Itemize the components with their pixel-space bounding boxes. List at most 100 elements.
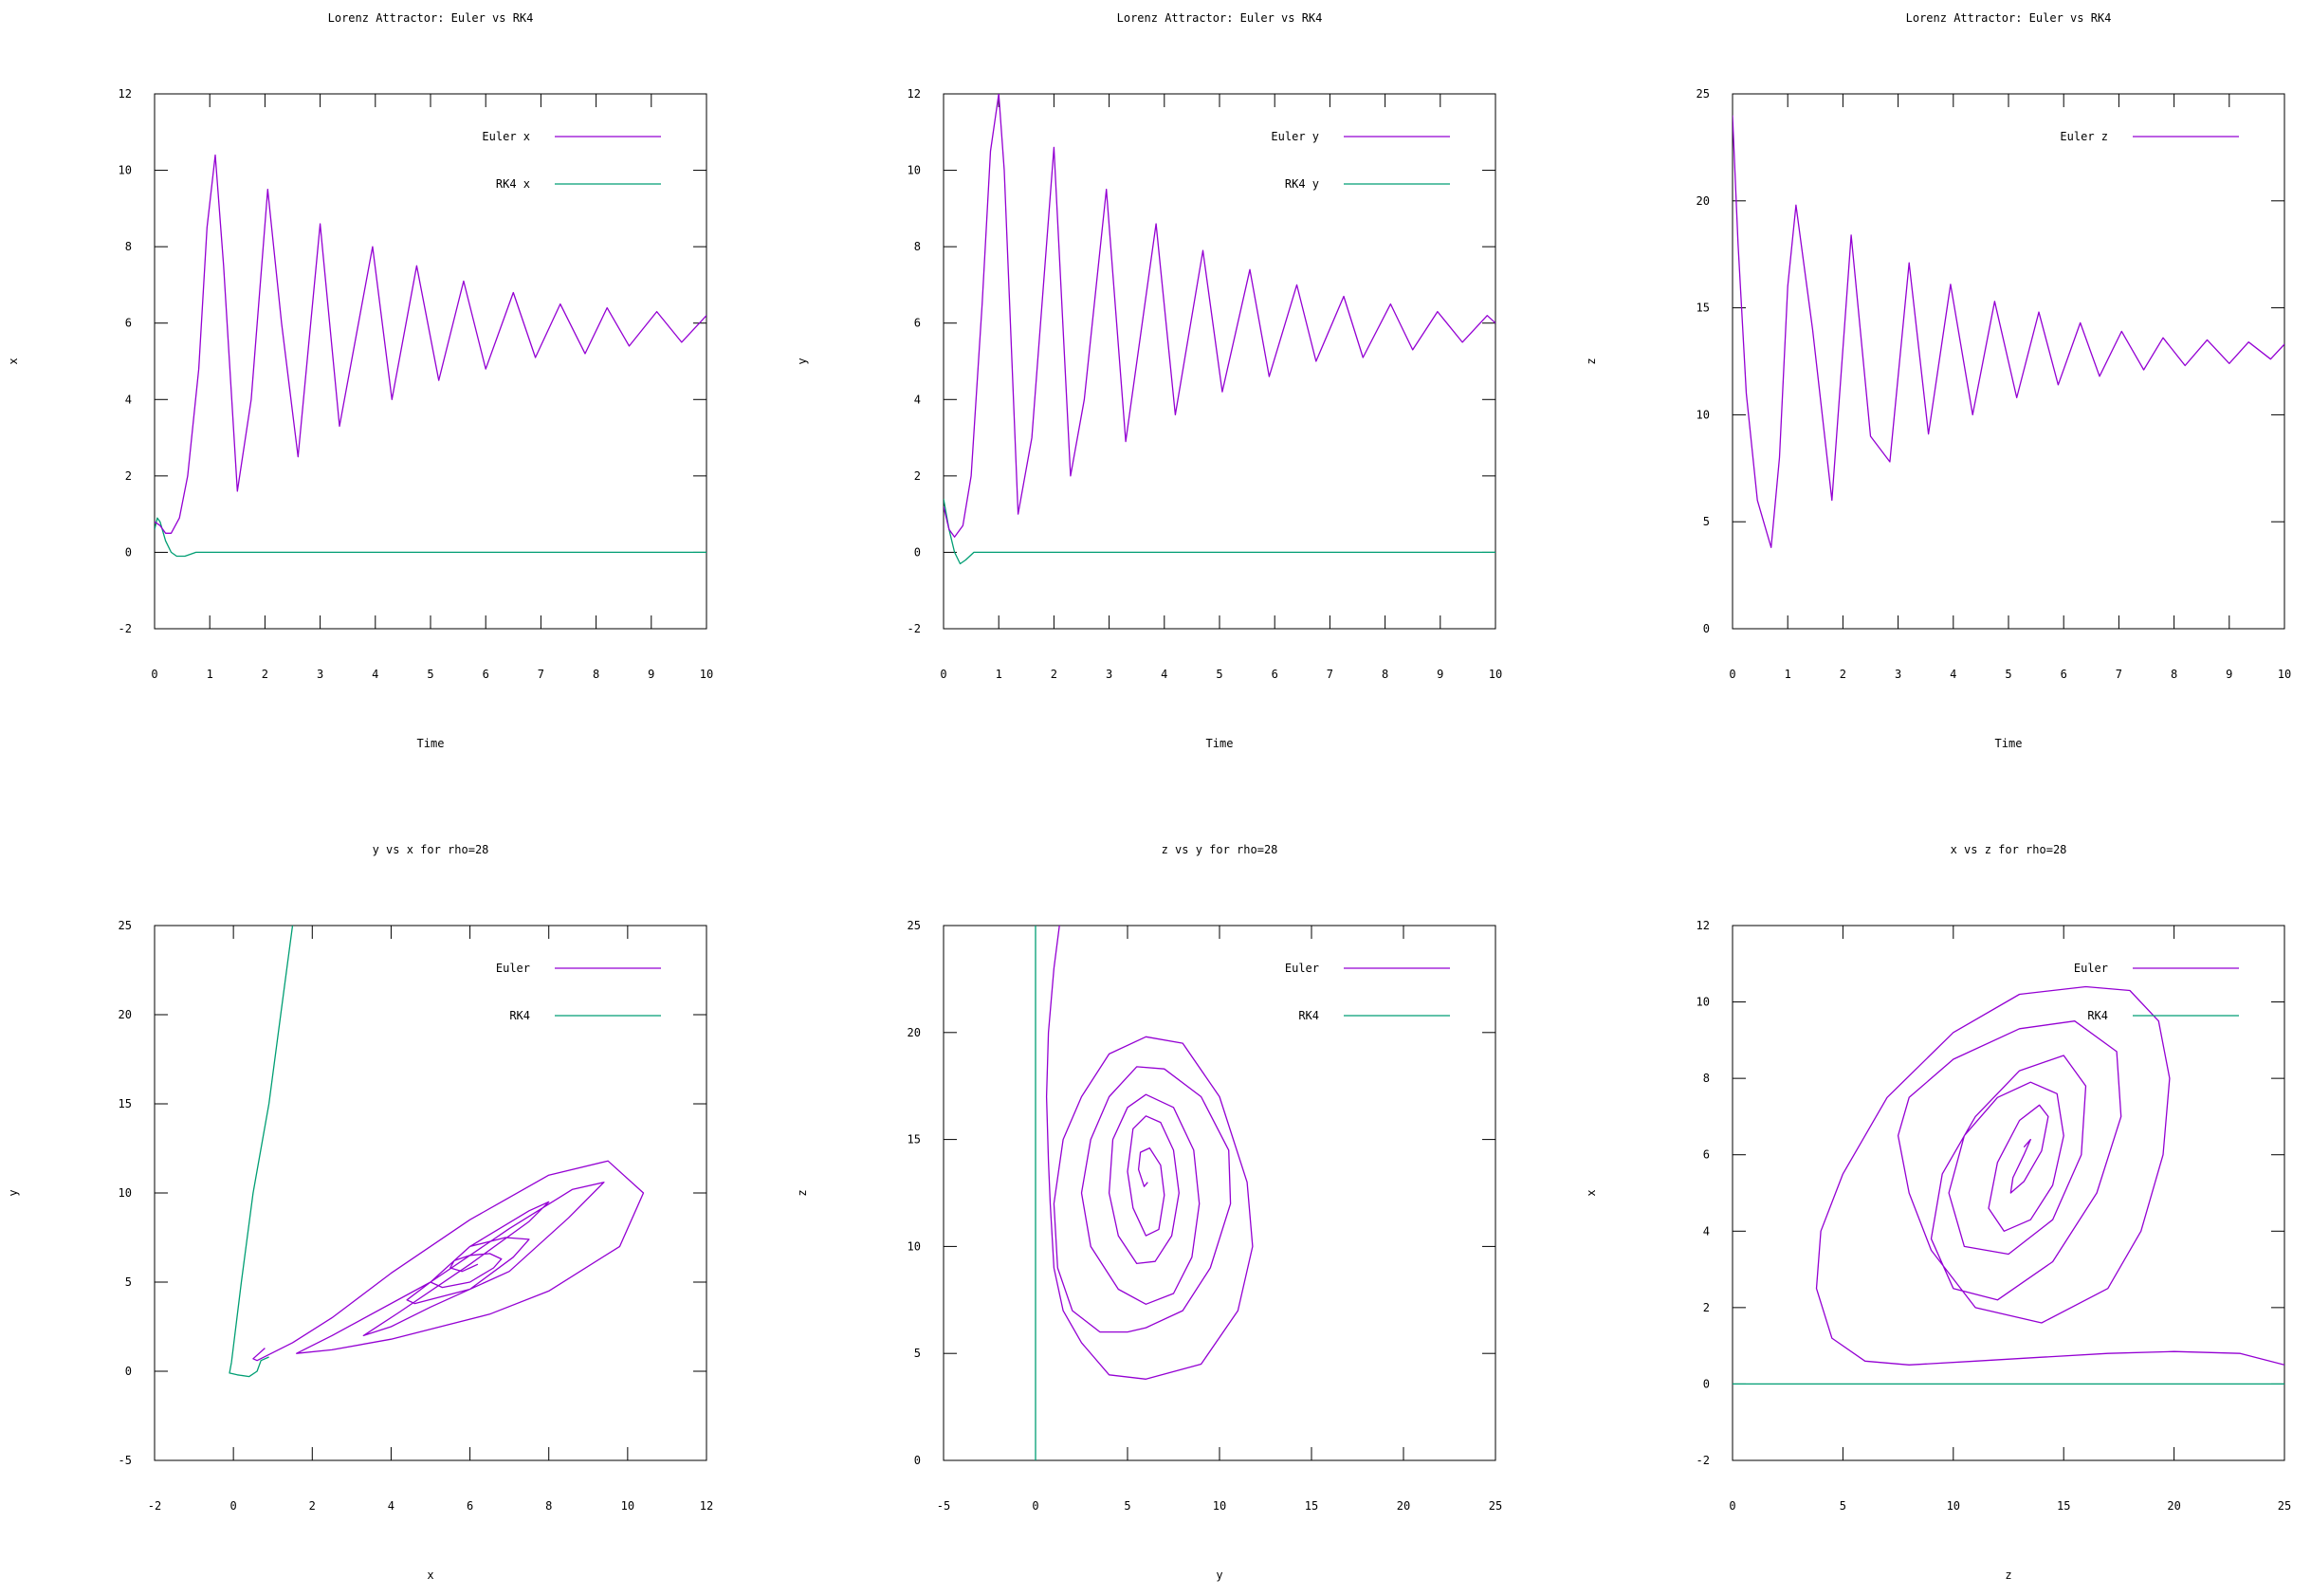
x-tick-label: 0	[230, 1499, 237, 1513]
series-line-euler-z	[1733, 115, 2284, 548]
series-line-rk4	[229, 926, 294, 1378]
plot-frame	[154, 925, 707, 1461]
x-tick-label: 6	[1272, 668, 1278, 681]
series-line-euler	[252, 1160, 645, 1362]
legend-label: RK4	[1298, 1009, 1319, 1022]
chart-title: Lorenz Attractor: Euler vs RK4	[328, 11, 534, 25]
y-tick-label: 0	[914, 545, 921, 559]
y-tick-label: 8	[125, 240, 132, 253]
x-tick-label: 5	[1216, 668, 1222, 681]
y-tick-label: 10	[1697, 996, 1710, 1009]
legend-label: RK4 x	[496, 177, 530, 191]
chart-title: Lorenz Attractor: Euler vs RK4	[1117, 11, 1323, 25]
x-tick-label: 3	[317, 668, 323, 681]
y-tick-label: 25	[908, 919, 921, 932]
x-tick-label: 0	[940, 668, 946, 681]
x-tick-label: 5	[1124, 1499, 1130, 1513]
chart-title: z vs y for rho=28	[1162, 843, 1278, 856]
y-axis-label: x	[1585, 1189, 1598, 1196]
chart-panel-6: x vs z for rho=28 0 5 10 15 20 25 -2 0 2 4 6 8 10 12 z x…	[1585, 843, 2291, 1582]
y-tick-label: 2	[125, 469, 132, 483]
x-tick-label: 2	[309, 1499, 316, 1513]
y-tick-label: 15	[1697, 302, 1710, 315]
x-tick-label: 4	[1161, 668, 1167, 681]
y-tick-label: 10	[908, 1239, 921, 1253]
x-tick-label: 20	[1397, 1499, 1410, 1513]
x-tick-label: 10	[1947, 1499, 1960, 1513]
x-tick-label: 9	[1437, 668, 1443, 681]
x-tick-label: 3	[1895, 668, 1901, 681]
y-tick-label: 4	[125, 393, 132, 406]
x-tick-label: 1	[996, 668, 1002, 681]
y-tick-label: 25	[119, 919, 132, 932]
x-tick-label: 5	[1840, 1499, 1846, 1513]
y-tick-label: -2	[1697, 1454, 1710, 1467]
series-line-euler	[1815, 985, 2284, 1366]
x-tick-label: 10	[621, 1499, 634, 1513]
plot-frame	[154, 93, 707, 630]
y-tick-label: 0	[125, 1365, 132, 1378]
y-tick-label: 0	[1703, 622, 1710, 635]
y-tick-label: 8	[1703, 1072, 1710, 1085]
x-tick-label: 12	[700, 1499, 713, 1513]
legend-label: Euler y	[1271, 130, 1319, 143]
y-tick-label: 12	[908, 87, 921, 101]
y-tick-label: 5	[914, 1347, 921, 1360]
x-tick-label: 2	[1051, 668, 1057, 681]
y-tick-label: -5	[119, 1454, 132, 1467]
y-tick-label: 10	[908, 164, 921, 177]
y-tick-label: 0	[914, 1454, 921, 1467]
y-tick-label: 20	[119, 1008, 132, 1021]
y-tick-label: 5	[1703, 515, 1710, 528]
x-tick-label: 0	[151, 668, 157, 681]
legend-label: RK4	[2087, 1009, 2108, 1022]
x-axis-label: y	[1216, 1568, 1222, 1582]
x-axis-label: x	[427, 1568, 433, 1582]
y-axis-label: x	[7, 358, 20, 364]
y-axis-label: z	[796, 1189, 809, 1196]
x-tick-label: 8	[593, 668, 599, 681]
legend-label: Euler	[496, 962, 530, 975]
x-tick-label: 6	[2061, 668, 2067, 681]
legend-label: RK4 y	[1285, 177, 1319, 191]
y-tick-label: 4	[1703, 1224, 1710, 1238]
y-tick-label: -2	[908, 622, 921, 635]
y-tick-label: 0	[125, 545, 132, 559]
x-tick-label: 0	[1729, 668, 1735, 681]
y-tick-label: 2	[914, 469, 921, 483]
y-tick-label: 6	[125, 317, 132, 330]
y-tick-label: 20	[1697, 194, 1710, 208]
x-tick-label: 10	[2278, 668, 2291, 681]
x-tick-label: 10	[1489, 668, 1502, 681]
x-tick-label: 9	[2226, 668, 2232, 681]
x-tick-label: 25	[1489, 1499, 1502, 1513]
x-tick-label: 0	[1729, 1499, 1735, 1513]
x-tick-label: 1	[207, 668, 213, 681]
x-tick-label: 8	[1382, 668, 1388, 681]
y-tick-label: 6	[914, 317, 921, 330]
series-line-euler	[1045, 926, 1254, 1380]
x-axis-label: z	[2005, 1568, 2011, 1582]
y-tick-label: 4	[914, 393, 921, 406]
x-axis-label: Time	[417, 737, 445, 750]
x-tick-label: 4	[388, 1499, 394, 1513]
x-tick-label: 20	[2167, 1499, 2180, 1513]
x-tick-label: 2	[262, 668, 268, 681]
chart-panel-3: Lorenz Attractor: Euler vs RK4 0 1 2 3 4 5 6 7 8 9…	[1585, 11, 2291, 750]
x-tick-label: 0	[1032, 1499, 1038, 1513]
x-tick-label: 3	[1106, 668, 1112, 681]
y-tick-label: 15	[119, 1097, 132, 1110]
y-tick-label: 15	[908, 1133, 921, 1147]
x-axis-label: Time	[1995, 737, 2023, 750]
x-tick-label: 1	[1785, 668, 1791, 681]
x-tick-label: 15	[1305, 1499, 1318, 1513]
x-tick-label: 7	[1327, 668, 1333, 681]
x-tick-label: 15	[2057, 1499, 2070, 1513]
x-tick-label: 25	[2278, 1499, 2291, 1513]
y-tick-label: 0	[1703, 1377, 1710, 1390]
y-tick-label: 10	[119, 1186, 132, 1200]
chart-title: y vs x for rho=28	[373, 843, 489, 856]
